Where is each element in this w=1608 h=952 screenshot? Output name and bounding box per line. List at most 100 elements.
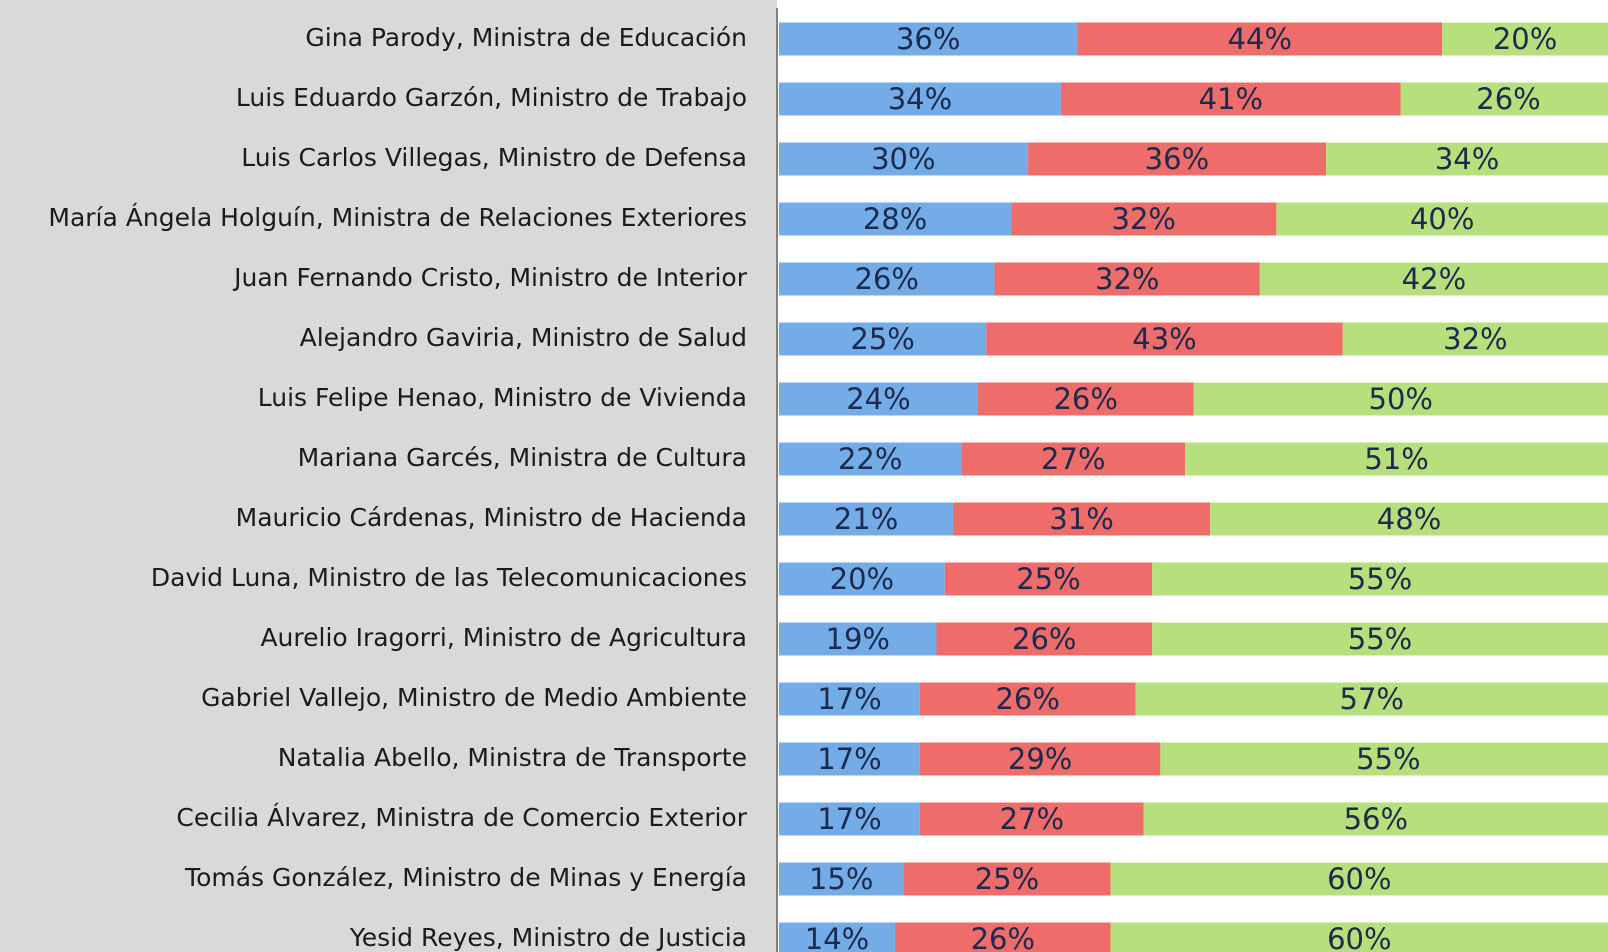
category-label: Juan Fernando Cristo, Ministro de Interi… xyxy=(232,263,748,292)
bar-segment xyxy=(1110,862,1608,896)
bar-segment xyxy=(1259,262,1608,296)
value-label: 55% xyxy=(1348,622,1412,656)
value-label: 20% xyxy=(830,562,894,596)
value-label: 29% xyxy=(1008,742,1072,776)
value-label: 25% xyxy=(1016,562,1080,596)
bar-segment xyxy=(994,262,1260,296)
category-label: Alejandro Gaviria, Ministro de Salud xyxy=(300,323,747,352)
value-label: 26% xyxy=(1012,622,1076,656)
category-label: Luis Eduardo Garzón, Ministro de Trabajo xyxy=(236,83,747,112)
value-label: 19% xyxy=(826,622,890,656)
category-label: María Ángela Holguín, Ministra de Relaci… xyxy=(48,203,747,232)
category-label: Yesid Reyes, Ministro de Justicia xyxy=(349,923,747,952)
value-label: 24% xyxy=(846,382,910,416)
bar-segment xyxy=(944,562,1153,596)
bar-segment xyxy=(779,262,995,296)
value-label: 22% xyxy=(838,442,902,476)
value-label: 34% xyxy=(888,82,952,116)
category-label: Luis Felipe Henao, Ministro de Vivienda xyxy=(258,383,747,412)
value-label: 21% xyxy=(834,502,898,536)
value-label: 56% xyxy=(1344,802,1408,836)
value-label: 17% xyxy=(817,742,881,776)
bar-segment xyxy=(1193,382,1608,416)
category-label: Aurelio Iragorri, Ministro de Agricultur… xyxy=(260,623,747,652)
bar-segment xyxy=(779,202,1012,236)
value-label: 55% xyxy=(1356,742,1420,776)
bar-segment xyxy=(1276,202,1608,236)
value-label: 28% xyxy=(863,202,927,236)
bar-segment xyxy=(779,142,1028,176)
bar-segment xyxy=(1060,82,1401,116)
category-label: Gina Parody, Ministra de Educación xyxy=(305,23,747,52)
value-label: 57% xyxy=(1340,682,1404,716)
bar-segment xyxy=(961,442,1186,476)
category-label: Gabriel Vallejo, Ministro de Medio Ambie… xyxy=(201,683,747,712)
bar-segment xyxy=(779,82,1061,116)
value-label: 27% xyxy=(1000,802,1064,836)
value-label: 15% xyxy=(809,862,873,896)
value-label: 42% xyxy=(1402,262,1466,296)
value-label: 17% xyxy=(817,682,881,716)
value-label: 26% xyxy=(855,262,919,296)
value-label: 32% xyxy=(1112,202,1176,236)
value-label: 30% xyxy=(871,142,935,176)
bar-segment xyxy=(1185,442,1608,476)
bar-segment xyxy=(953,502,1211,536)
bar-segment xyxy=(1210,502,1608,536)
value-label: 14% xyxy=(805,922,869,952)
value-label: 51% xyxy=(1364,442,1428,476)
value-label: 20% xyxy=(1493,22,1557,56)
bar-segment xyxy=(779,502,954,536)
bar-segment xyxy=(895,922,1111,952)
bar-segment xyxy=(779,322,987,356)
bar-segment xyxy=(1152,562,1608,596)
value-label: 60% xyxy=(1327,862,1391,896)
bar-segment xyxy=(936,622,1153,656)
bar-segment xyxy=(779,862,904,896)
bar-segment xyxy=(919,742,1161,776)
category-label: Mauricio Cárdenas, Ministro de Hacienda xyxy=(236,503,747,532)
value-label: 31% xyxy=(1049,502,1113,536)
bar-segment xyxy=(779,802,920,836)
value-label: 27% xyxy=(1041,442,1105,476)
bar-segment xyxy=(1152,622,1608,656)
value-label: 60% xyxy=(1327,922,1391,952)
category-label: Tomás González, Ministro de Minas y Ener… xyxy=(184,863,747,892)
value-label: 36% xyxy=(1145,142,1209,176)
value-label: 32% xyxy=(1095,262,1159,296)
value-label: 43% xyxy=(1132,322,1196,356)
bar-segment xyxy=(1342,322,1608,356)
bar-segment xyxy=(779,682,920,716)
bar-segment xyxy=(1143,802,1608,836)
bar-segment xyxy=(1027,142,1327,176)
bar-segment xyxy=(1442,22,1608,56)
value-label: 55% xyxy=(1348,562,1412,596)
category-label: David Luna, Ministro de las Telecomunica… xyxy=(151,563,747,592)
value-label: 44% xyxy=(1228,22,1292,56)
bar-segment xyxy=(986,322,1343,356)
value-label: 26% xyxy=(1476,82,1540,116)
bar-segment xyxy=(779,382,978,416)
value-label: 25% xyxy=(850,322,914,356)
bar-segment xyxy=(779,442,962,476)
category-label: Natalia Abello, Ministra de Transporte xyxy=(278,743,747,772)
bar-segment xyxy=(779,742,920,776)
bar-segment xyxy=(919,802,1144,836)
bar-segment xyxy=(779,22,1078,56)
bar-segment xyxy=(779,922,896,952)
bar-segment xyxy=(779,562,945,596)
category-label: Mariana Garcés, Ministra de Cultura xyxy=(298,443,747,472)
bar-segment xyxy=(1011,202,1277,236)
value-label: 48% xyxy=(1377,502,1441,536)
value-label: 25% xyxy=(975,862,1039,896)
value-label: 26% xyxy=(971,922,1035,952)
category-label: Cecilia Álvarez, Ministra de Comercio Ex… xyxy=(176,803,747,832)
value-label: 50% xyxy=(1369,382,1433,416)
label-panel xyxy=(0,0,777,952)
bar-segment xyxy=(977,382,1194,416)
bar-segment xyxy=(1110,922,1608,952)
value-label: 17% xyxy=(817,802,881,836)
bar-segment xyxy=(903,862,1111,896)
value-label: 32% xyxy=(1443,322,1507,356)
